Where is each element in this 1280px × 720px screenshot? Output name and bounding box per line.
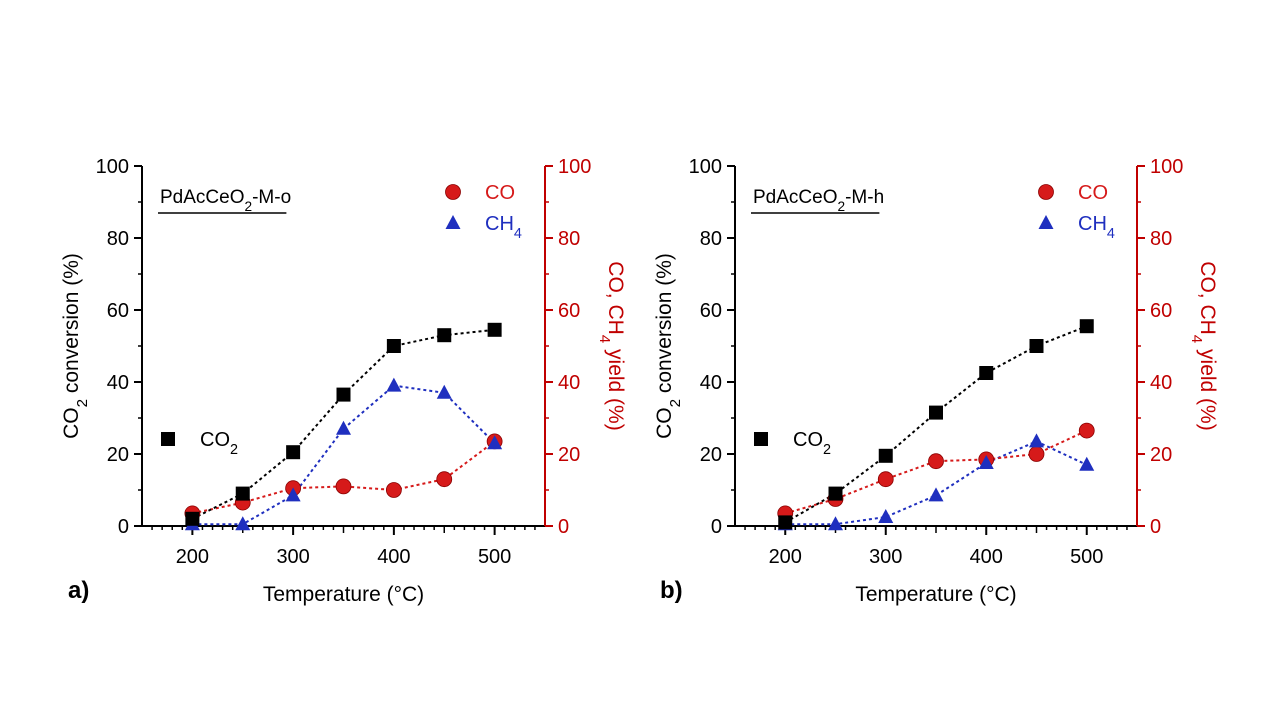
x-tick-label: 500	[1070, 546, 1103, 568]
left-y-tick-label: 80	[107, 228, 129, 250]
left-y-tick-label: 40	[700, 372, 722, 394]
panel-label: a)	[68, 577, 89, 604]
right-y-tick-label: 80	[558, 228, 580, 250]
co-marker	[1038, 184, 1054, 200]
ch4-marker	[1038, 215, 1054, 229]
x-tick-label: 300	[276, 546, 309, 568]
ch4-marker	[386, 377, 402, 392]
right-y-tick-label: 0	[558, 516, 569, 538]
legend-co-label: CO	[485, 182, 515, 204]
co2-marker	[1029, 339, 1044, 353]
sample-title: PdAcCeO2-M-o	[160, 187, 291, 214]
co-marker	[385, 482, 402, 498]
co2-marker	[161, 432, 175, 446]
ch4-marker	[336, 420, 351, 435]
ch4-marker	[1029, 433, 1044, 448]
co-marker	[877, 471, 894, 488]
co2-marker	[754, 432, 768, 446]
panel-b: 0 20 40 60 80 100 0 20 40 60 80 100 200 300 400 500 Temp…	[653, 156, 1219, 606]
legend-co2-label: CO2	[200, 429, 238, 458]
x-axis-title: Temperature (°C)	[263, 583, 424, 606]
ch4-marker	[445, 215, 461, 229]
panel-label: b)	[660, 577, 683, 604]
x-tick-label: 200	[176, 546, 209, 568]
x-tick-label: 400	[970, 546, 1003, 568]
left-y-tick-label: 80	[700, 228, 722, 250]
left-y-axis-title: CO2 conversion (%)	[653, 253, 684, 439]
legend-co2-label: CO2	[793, 429, 831, 458]
co2-marker	[386, 339, 401, 353]
legend-co-label: CO	[1078, 182, 1108, 204]
left-y-tick-label: 40	[107, 372, 129, 394]
right-y-tick-label: 40	[1150, 372, 1172, 394]
left-y-tick-label: 60	[700, 300, 722, 322]
right-y-tick-label: 100	[1150, 156, 1183, 178]
right-y-axis-title: CO, CH4 yield (%)	[597, 261, 628, 430]
right-y-tick-label: 20	[558, 444, 580, 466]
left-y-tick-label: 20	[700, 444, 722, 466]
co2-marker	[235, 486, 250, 501]
left-y-tick-label: 100	[96, 156, 129, 178]
right-y-tick-label: 0	[1150, 516, 1161, 538]
co2-marker	[437, 328, 452, 343]
sample-title: PdAcCeO2-M-h	[753, 187, 884, 214]
x-tick-label: 500	[478, 546, 511, 568]
right-y-tick-label: 40	[558, 372, 580, 394]
left-y-tick-label: 100	[689, 156, 722, 178]
co-marker	[1028, 446, 1045, 462]
ch4-marker	[436, 384, 452, 399]
legend-ch4-label: CH4	[1078, 213, 1115, 242]
co2-marker	[979, 366, 994, 380]
co2-marker	[487, 322, 502, 337]
co-marker	[928, 453, 944, 470]
co2-marker	[185, 511, 200, 526]
co-marker	[436, 471, 453, 488]
x-tick-label: 200	[769, 546, 802, 568]
co2-marker	[828, 486, 843, 501]
ch4-marker	[978, 455, 994, 469]
right-y-tick-label: 100	[558, 156, 591, 178]
co2-marker	[778, 515, 793, 530]
ch4-marker	[1079, 456, 1095, 471]
left-y-axis-title: CO2 conversion (%)	[60, 253, 91, 439]
ch4-marker	[487, 435, 503, 450]
right-y-tick-label: 60	[1150, 300, 1172, 322]
co-marker	[445, 184, 461, 200]
left-y-tick-label: 60	[107, 300, 129, 322]
x-tick-label: 400	[377, 546, 410, 568]
right-y-tick-label: 20	[1150, 444, 1172, 466]
left-y-tick-label: 0	[118, 516, 129, 538]
right-y-tick-label: 80	[1150, 228, 1172, 250]
panel-a: 0 20 40 60 80 100 0 20 40 60 80 100 200 300 400 500 Temp…	[60, 156, 627, 606]
x-axis-title: Temperature (°C)	[855, 583, 1016, 606]
co2-marker	[929, 405, 943, 420]
x-tick-label: 300	[869, 546, 902, 568]
left-y-tick-label: 20	[107, 444, 129, 466]
co2-marker	[1079, 319, 1094, 334]
ch4-marker	[235, 516, 251, 531]
co2-marker	[286, 445, 301, 460]
right-y-axis-title: CO, CH4 yield (%)	[1189, 261, 1220, 430]
co-marker	[335, 478, 352, 495]
left-y-tick-label: 0	[711, 516, 722, 538]
right-y-tick-label: 60	[558, 300, 580, 322]
ch4-marker	[828, 516, 843, 531]
co2-marker	[336, 387, 351, 402]
ch4-marker	[928, 487, 944, 502]
ch4-marker	[878, 509, 894, 523]
legend-ch4-label: CH4	[485, 213, 522, 242]
co-marker	[1078, 422, 1095, 439]
ch4-marker	[285, 487, 301, 502]
co2-marker	[878, 448, 893, 463]
